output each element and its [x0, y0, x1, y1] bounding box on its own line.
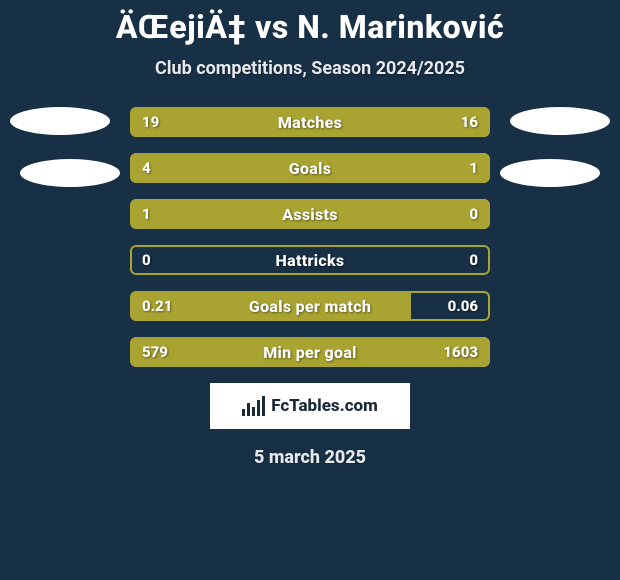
footer-date: 5 march 2025 [0, 447, 620, 468]
stat-label: Goals [130, 153, 490, 183]
stat-label: Hattricks [130, 245, 490, 275]
stat-row: 00Hattricks [130, 245, 490, 275]
stat-row: 1916Matches [130, 107, 490, 137]
stat-row: 5791603Min per goal [130, 337, 490, 367]
player-ellipse [510, 107, 610, 135]
stats-area: 1916Matches 41Goals 10Assists 00Hattricks 0.… [0, 107, 620, 367]
comparison-card: ÄŒejiÄ‡ vs N. Marinković Club competitio… [0, 0, 620, 580]
player-ellipse [500, 159, 600, 187]
stat-label: Goals per match [130, 291, 490, 321]
stat-row: 10Assists [130, 199, 490, 229]
stat-label: Matches [130, 107, 490, 137]
player-ellipse [20, 159, 120, 187]
stat-row: 41Goals [130, 153, 490, 183]
branding-badge[interactable]: FcTables.com [210, 383, 410, 429]
player-ellipse [10, 107, 110, 135]
stat-label: Assists [130, 199, 490, 229]
page-subtitle: Club competitions, Season 2024/2025 [0, 58, 620, 79]
stat-row: 0.210.06Goals per match [130, 291, 490, 321]
stat-label: Min per goal [130, 337, 490, 367]
page-title: ÄŒejiÄ‡ vs N. Marinković [0, 0, 620, 46]
barchart-icon [242, 396, 265, 416]
branding-text: FcTables.com [271, 396, 378, 416]
